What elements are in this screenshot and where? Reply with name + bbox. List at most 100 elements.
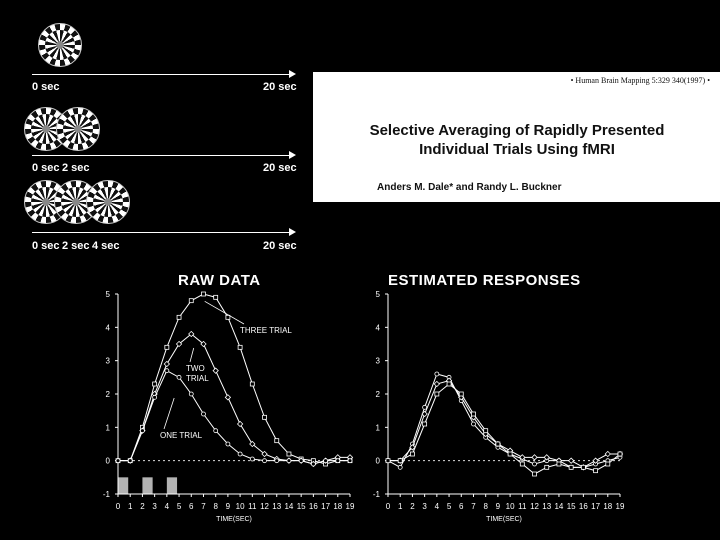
data-point xyxy=(592,457,599,464)
x-tick-label: 3 xyxy=(152,502,157,511)
timeline-label: 0 sec xyxy=(32,81,60,93)
data-point xyxy=(175,340,183,348)
timeline-label: 2 sec xyxy=(62,162,90,174)
data-point xyxy=(421,410,428,418)
y-tick-label: 2 xyxy=(106,390,111,399)
series-line xyxy=(387,373,621,469)
x-tick-label: 6 xyxy=(189,502,194,511)
data-point xyxy=(201,411,206,417)
x-tick-label: 16 xyxy=(309,502,318,511)
stimulus-bar xyxy=(118,477,129,494)
data-point xyxy=(410,451,415,457)
x-tick-label: 9 xyxy=(496,502,501,511)
x-tick-label: 10 xyxy=(236,502,245,511)
data-point xyxy=(593,468,598,474)
x-tick-label: 19 xyxy=(346,502,355,511)
x-tick-label: 1 xyxy=(398,502,403,511)
paper-title-line: Individual Trials Using fMRI xyxy=(419,141,615,158)
x-tick-label: 19 xyxy=(616,502,625,511)
data-point xyxy=(310,461,316,467)
data-point xyxy=(385,458,391,464)
data-point xyxy=(532,461,537,467)
x-tick-label: 0 xyxy=(116,502,121,511)
data-point xyxy=(604,450,611,458)
x-tick-label: 15 xyxy=(567,502,576,511)
x-tick-label: 14 xyxy=(554,502,563,511)
data-point xyxy=(213,294,219,300)
x-tick-label: 7 xyxy=(471,502,476,511)
x-tick-label: 1 xyxy=(128,502,133,511)
timeline-end-label: 20 sec xyxy=(263,81,297,93)
x-tick-label: 14 xyxy=(284,502,293,511)
data-point xyxy=(152,381,158,387)
data-point xyxy=(433,380,441,388)
data-point xyxy=(176,374,182,380)
x-tick-label: 10 xyxy=(506,502,515,511)
data-point xyxy=(249,381,255,387)
data-point xyxy=(164,368,170,374)
x-tick-label: 7 xyxy=(201,502,206,511)
data-point xyxy=(323,458,328,464)
data-point xyxy=(556,461,562,467)
checkerboard-stimulus-icon xyxy=(38,23,82,67)
data-point xyxy=(519,461,525,467)
annotation-pointer xyxy=(204,300,245,325)
x-tick-label: 12 xyxy=(530,502,539,511)
annotation-pointer xyxy=(163,397,175,430)
x-tick-label: 8 xyxy=(483,502,488,511)
y-tick-label: 0 xyxy=(376,457,381,466)
x-tick-label: 5 xyxy=(447,502,452,511)
y-tick-label: 0 xyxy=(106,457,111,466)
x-tick-label: 11 xyxy=(248,502,257,511)
data-point xyxy=(422,404,428,410)
timeline-arrow xyxy=(32,151,296,159)
data-point xyxy=(483,428,489,434)
data-point xyxy=(458,391,464,397)
timeline-label: 0 sec xyxy=(32,162,60,174)
chart-title-raw: RAW DATA xyxy=(178,272,261,289)
x-tick-label: 16 xyxy=(579,502,588,511)
x-tick-label: 18 xyxy=(603,502,612,511)
data-point xyxy=(347,458,353,464)
data-point xyxy=(544,464,550,470)
y-tick-label: 2 xyxy=(376,390,381,399)
data-point xyxy=(567,457,575,464)
y-tick-label: 4 xyxy=(376,323,381,332)
data-point xyxy=(127,458,133,464)
data-point xyxy=(274,438,280,444)
x-axis-label: TIME(SEC) xyxy=(486,516,522,523)
data-point xyxy=(225,441,231,447)
paper-authors: Anders M. Dale* and Randy L. Buckner xyxy=(377,182,562,193)
data-point xyxy=(543,454,550,461)
series-annotation: ONE TRIAL xyxy=(160,431,203,440)
data-point xyxy=(261,450,268,458)
data-point xyxy=(225,314,231,320)
data-point xyxy=(580,464,586,470)
data-point xyxy=(471,411,476,417)
x-tick-label: 4 xyxy=(435,502,440,511)
paper-title: Selective Averaging of Rapidly Presented… xyxy=(317,121,717,159)
timeline-end-label: 20 sec xyxy=(263,162,297,174)
data-point xyxy=(115,458,121,464)
x-tick-label: 12 xyxy=(260,502,269,511)
data-point xyxy=(495,441,501,447)
x-tick-label: 4 xyxy=(165,502,170,511)
y-tick-label: 1 xyxy=(106,423,111,432)
x-tick-label: 13 xyxy=(542,502,551,511)
chart-title-estimated: ESTIMATED RESPONSES xyxy=(388,272,581,289)
series-line xyxy=(118,293,350,465)
data-point xyxy=(568,464,574,470)
timeline-label: 4 sec xyxy=(92,240,120,252)
paper-title-line: Selective Averaging of Rapidly Presented xyxy=(369,122,665,139)
timeline-arrow xyxy=(32,228,296,236)
timeline-label: 2 sec xyxy=(62,240,90,252)
data-point xyxy=(236,420,244,428)
data-point xyxy=(188,298,194,304)
data-point xyxy=(532,471,537,477)
y-tick-label: 3 xyxy=(106,357,111,366)
y-tick-label: -1 xyxy=(373,490,381,499)
data-point xyxy=(164,344,170,350)
x-tick-label: 3 xyxy=(422,502,427,511)
data-point xyxy=(446,381,452,387)
